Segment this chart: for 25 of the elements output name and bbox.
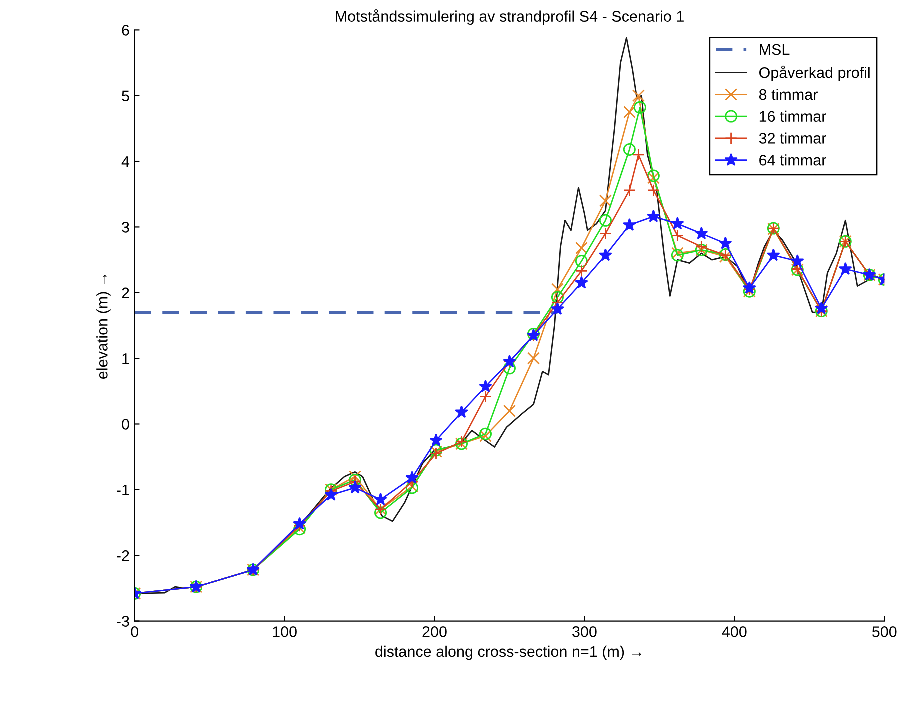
x-tick-label: 200 — [422, 626, 447, 638]
y-tick-label: 4 — [122, 156, 130, 168]
x-tick-label: 100 — [273, 626, 297, 638]
x-tick-label: 300 — [572, 626, 597, 638]
y-tick-label: 0 — [122, 419, 130, 430]
y-tick-label: 5 — [122, 90, 130, 102]
x-tick-label: 400 — [722, 626, 747, 638]
y-tick-label: 2 — [122, 288, 130, 298]
y-tick-label: -3 — [117, 616, 130, 627]
x-axis-title: distance along cross-section n=1 (m) → — [376, 646, 642, 660]
y-tick-label: 1 — [122, 354, 130, 364]
legend-label: 32 timmar — [759, 132, 826, 144]
legend-label: 16 timmar — [760, 110, 826, 122]
legend-label: Opåverkad profil — [760, 66, 870, 82]
legend-label: 8 timmar — [759, 88, 818, 100]
y-tick-label: 6 — [122, 25, 130, 36]
y-tick-label: -2 — [117, 550, 130, 562]
y-tick-label: -1 — [117, 484, 130, 496]
x-tick-label: 0 — [131, 626, 138, 638]
x-tick-label: 500 — [872, 626, 897, 638]
legend-label: 64 timmar — [760, 154, 826, 166]
chart-title: Motståndssimulering av strandprofil S4 - Scenario 1 — [336, 10, 684, 26]
y-tick-label: 3 — [122, 222, 130, 233]
y-axis-title: elevation (m) → — [96, 274, 111, 379]
legend-label: MSL — [760, 44, 790, 56]
